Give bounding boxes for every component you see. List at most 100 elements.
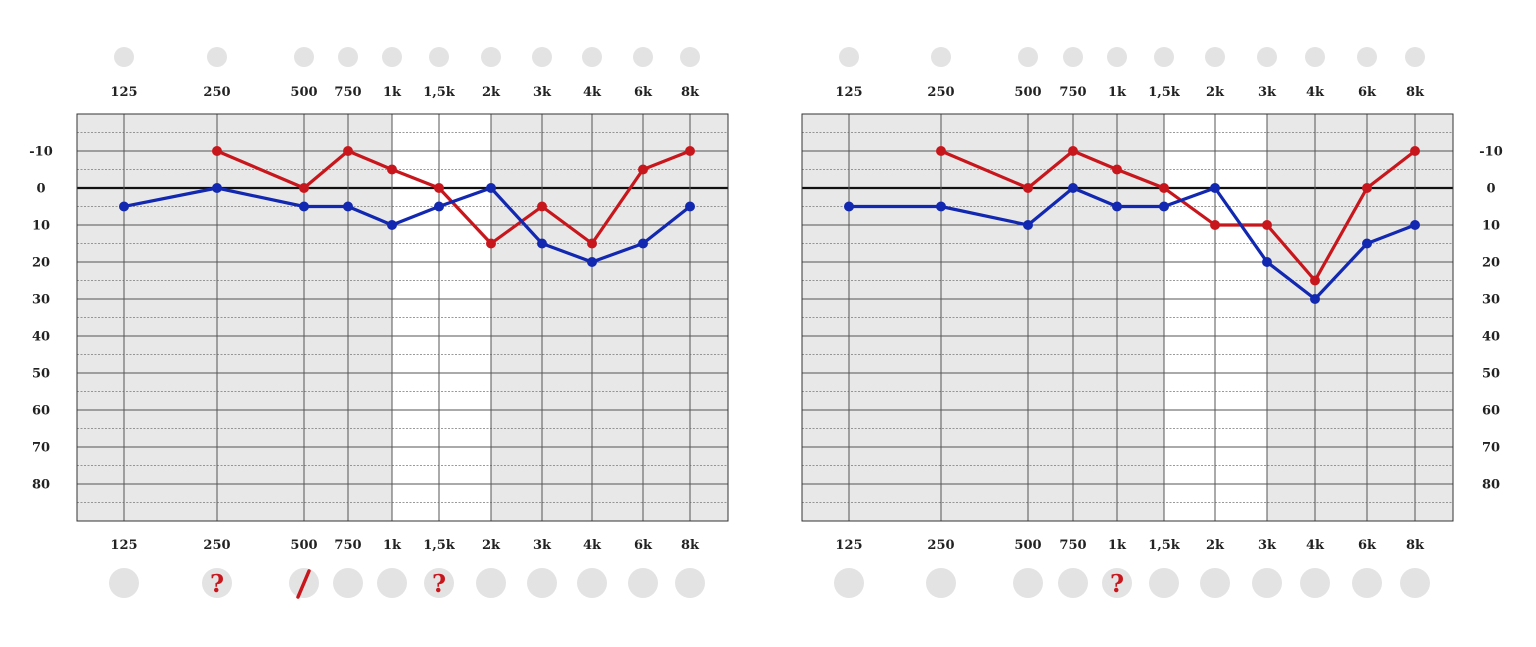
data-point bbox=[1210, 183, 1220, 193]
top-frequency-dot bbox=[1205, 47, 1225, 67]
y-tick-label: 50 bbox=[1482, 367, 1500, 382]
x-tick-label-top: 4k bbox=[1306, 85, 1325, 100]
data-point bbox=[1362, 183, 1372, 193]
bottom-mark-question: ? bbox=[1110, 569, 1124, 598]
data-point bbox=[1362, 238, 1372, 249]
bottom-frequency-dot bbox=[109, 568, 139, 598]
top-frequency-dot bbox=[582, 47, 602, 67]
x-tick-label-top: 4k bbox=[583, 85, 602, 100]
y-tick-label: 60 bbox=[1482, 404, 1500, 419]
bottom-mark-label: / bbox=[300, 560, 309, 589]
data-point bbox=[1068, 146, 1078, 156]
bottom-frequency-dot bbox=[1149, 568, 1179, 598]
top-frequency-dot bbox=[1063, 47, 1083, 67]
x-tick-label-bottom: 6k bbox=[634, 538, 653, 553]
data-point bbox=[1112, 164, 1122, 175]
bottom-frequency-dot bbox=[1300, 568, 1330, 598]
data-point bbox=[1410, 220, 1420, 230]
y-tick-label: 40 bbox=[1482, 330, 1500, 345]
x-tick-label-bottom: 8k bbox=[681, 538, 700, 553]
x-tick-label-top: 1k bbox=[1108, 85, 1127, 100]
x-tick-label-top: 1k bbox=[383, 85, 402, 100]
x-tick-label-top: 750 bbox=[334, 85, 361, 100]
top-frequency-dot bbox=[532, 47, 552, 67]
data-point bbox=[299, 201, 309, 212]
data-point bbox=[486, 183, 496, 193]
x-tick-label-bottom: 1k bbox=[1108, 538, 1127, 553]
bottom-frequency-dot bbox=[1102, 568, 1132, 598]
y-tick-label: 80 bbox=[32, 478, 50, 493]
data-point bbox=[1310, 275, 1320, 286]
x-tick-label-top: 125 bbox=[835, 85, 862, 100]
top-frequency-dot bbox=[429, 47, 449, 67]
bottom-frequency-dot bbox=[377, 568, 407, 598]
data-point bbox=[638, 164, 648, 175]
top-frequency-dot bbox=[931, 47, 951, 67]
x-tick-label-top: 6k bbox=[634, 85, 653, 100]
x-tick-label-top: 500 bbox=[1014, 85, 1041, 100]
data-point bbox=[638, 238, 648, 249]
x-tick-label-bottom: 2k bbox=[482, 538, 501, 553]
bottom-mark-question: ? bbox=[210, 569, 224, 598]
y-tick-label: 0 bbox=[1486, 182, 1495, 197]
data-point bbox=[1068, 183, 1078, 193]
data-point bbox=[212, 146, 222, 156]
top-frequency-dot bbox=[1305, 47, 1325, 67]
data-point bbox=[685, 146, 695, 156]
y-tick-label: -10 bbox=[29, 145, 53, 160]
bottom-frequency-dot bbox=[202, 568, 232, 598]
y-tick-label: -10 bbox=[1479, 145, 1503, 160]
x-tick-label-bottom: 4k bbox=[1306, 538, 1325, 553]
y-tick-label: 80 bbox=[1482, 478, 1500, 493]
bottom-mark-slash bbox=[296, 569, 311, 599]
data-point bbox=[387, 164, 397, 175]
y-tick-label: 40 bbox=[32, 330, 50, 345]
top-frequency-dot bbox=[207, 47, 227, 67]
data-point bbox=[1310, 294, 1320, 304]
y-tick-label: 50 bbox=[32, 367, 50, 382]
data-point bbox=[1023, 220, 1033, 230]
x-tick-label-bottom: 750 bbox=[1059, 538, 1086, 553]
x-tick-label-top: 250 bbox=[203, 85, 230, 100]
bottom-frequency-dot bbox=[1252, 568, 1282, 598]
top-frequency-dot bbox=[1154, 47, 1174, 67]
y-tick-label: 0 bbox=[36, 182, 45, 197]
data-point bbox=[537, 201, 547, 212]
x-tick-label-top: 3k bbox=[1258, 85, 1277, 100]
bottom-frequency-dot bbox=[834, 568, 864, 598]
series-line-1 bbox=[216, 149, 691, 246]
x-tick-label-bottom: 125 bbox=[835, 538, 862, 553]
top-frequency-dot bbox=[839, 47, 859, 67]
x-tick-label-bottom: 1,5k bbox=[423, 538, 456, 553]
x-tick-label-top: 250 bbox=[927, 85, 954, 100]
x-tick-label-bottom: 500 bbox=[1014, 538, 1041, 553]
bottom-frequency-dot bbox=[675, 568, 705, 598]
data-point bbox=[587, 238, 597, 249]
top-frequency-dot bbox=[294, 47, 314, 67]
plot-border bbox=[76, 113, 729, 522]
data-point bbox=[1112, 201, 1122, 212]
y-tick-label: 70 bbox=[1482, 441, 1500, 456]
x-tick-label-bottom: 8k bbox=[1406, 538, 1425, 553]
bottom-frequency-dot bbox=[333, 568, 363, 598]
x-tick-label-bottom: 1,5k bbox=[1148, 538, 1181, 553]
audiogram-1: -10 0 10 20 30 40 50 60 70 80 125 125 250 250 500 500 75… bbox=[29, 47, 729, 599]
y-tick-label: 10 bbox=[1482, 219, 1500, 234]
bottom-frequency-dot bbox=[1058, 568, 1088, 598]
x-tick-label-top: 6k bbox=[1358, 85, 1377, 100]
bottom-frequency-dot bbox=[628, 568, 658, 598]
bottom-frequency-dot bbox=[1200, 568, 1230, 598]
audiogram-2: -10 0 10 20 30 40 50 60 70 80 125 125 250 250 500 500 75… bbox=[801, 47, 1503, 598]
data-point bbox=[685, 201, 695, 212]
data-point bbox=[936, 201, 946, 212]
y-tick-label: 10 bbox=[32, 219, 50, 234]
x-tick-label-top: 125 bbox=[110, 85, 137, 100]
bottom-frequency-dot bbox=[926, 568, 956, 598]
x-tick-label-bottom: 125 bbox=[110, 538, 137, 553]
data-point bbox=[936, 146, 946, 156]
bottom-frequency-dot bbox=[577, 568, 607, 598]
data-point bbox=[1262, 257, 1272, 267]
bottom-frequency-dot bbox=[424, 568, 454, 598]
top-frequency-dot bbox=[1357, 47, 1377, 67]
